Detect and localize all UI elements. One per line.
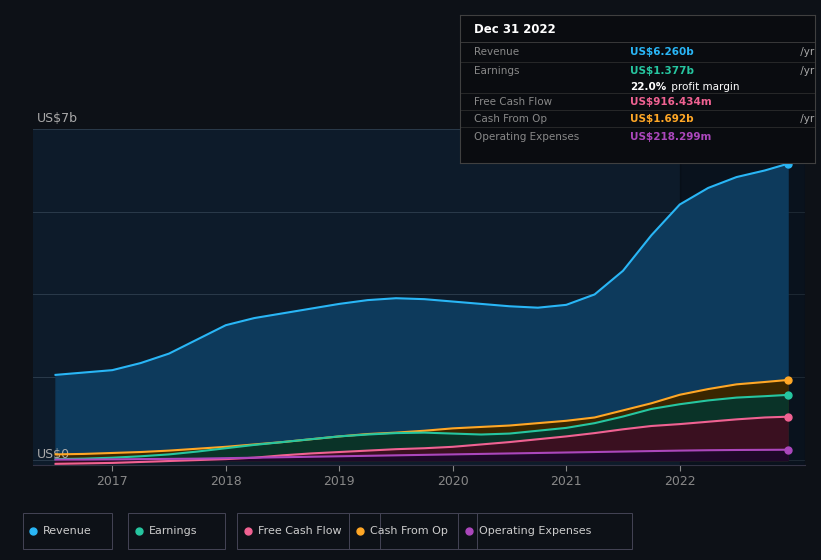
Text: Operating Expenses: Operating Expenses bbox=[479, 526, 591, 535]
Text: US$1.692b: US$1.692b bbox=[631, 114, 694, 124]
Text: /yr: /yr bbox=[796, 47, 814, 57]
Text: Cash From Op: Cash From Op bbox=[370, 526, 447, 535]
Text: Earnings: Earnings bbox=[149, 526, 198, 535]
Text: Earnings: Earnings bbox=[475, 66, 520, 76]
Text: US$1.377b: US$1.377b bbox=[631, 66, 695, 76]
Text: US$916.434m: US$916.434m bbox=[631, 97, 712, 108]
Text: US$0: US$0 bbox=[37, 449, 70, 461]
Text: /yr: /yr bbox=[796, 66, 814, 76]
Text: /yr: /yr bbox=[796, 114, 814, 124]
Text: US$7b: US$7b bbox=[37, 113, 78, 125]
Text: Free Cash Flow: Free Cash Flow bbox=[475, 97, 553, 108]
Text: Free Cash Flow: Free Cash Flow bbox=[258, 526, 342, 535]
Text: 22.0%: 22.0% bbox=[631, 82, 667, 92]
Text: profit margin: profit margin bbox=[667, 82, 739, 92]
Text: Revenue: Revenue bbox=[475, 47, 520, 57]
Text: Operating Expenses: Operating Expenses bbox=[475, 132, 580, 142]
Text: Revenue: Revenue bbox=[44, 526, 92, 535]
Text: US$218.299m: US$218.299m bbox=[631, 132, 712, 142]
Text: Cash From Op: Cash From Op bbox=[475, 114, 548, 124]
Bar bbox=[680, 129, 805, 465]
Text: US$6.260b: US$6.260b bbox=[631, 47, 694, 57]
Text: Dec 31 2022: Dec 31 2022 bbox=[475, 24, 556, 36]
